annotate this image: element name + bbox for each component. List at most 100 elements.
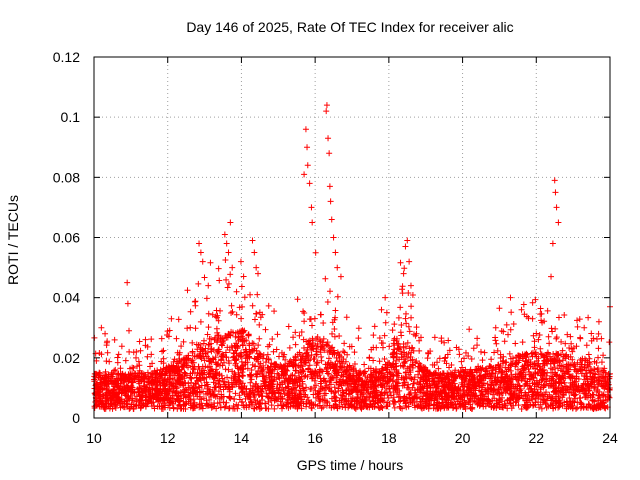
data-point bbox=[147, 363, 154, 370]
data-point bbox=[532, 370, 539, 377]
data-point bbox=[297, 375, 304, 382]
data-point bbox=[340, 348, 347, 355]
data-point bbox=[332, 389, 339, 396]
data-point bbox=[552, 391, 559, 398]
data-point bbox=[229, 264, 236, 271]
data-point bbox=[352, 405, 359, 412]
data-point bbox=[219, 351, 226, 358]
data-point bbox=[399, 290, 406, 297]
data-point bbox=[239, 342, 246, 349]
data-point bbox=[567, 353, 574, 360]
data-point bbox=[397, 259, 404, 266]
data-point bbox=[281, 369, 288, 376]
data-point bbox=[548, 325, 555, 332]
data-point bbox=[343, 314, 350, 321]
data-point bbox=[566, 394, 573, 401]
data-point bbox=[285, 323, 292, 330]
data-point bbox=[257, 314, 264, 321]
data-point bbox=[573, 383, 580, 390]
data-point bbox=[125, 393, 132, 400]
data-point bbox=[239, 398, 246, 405]
data-point bbox=[124, 279, 131, 286]
data-point bbox=[459, 383, 466, 390]
data-point bbox=[273, 385, 280, 392]
data-point bbox=[235, 402, 242, 409]
data-point bbox=[191, 298, 198, 305]
data-point bbox=[265, 356, 272, 363]
data-point bbox=[223, 276, 230, 283]
data-point bbox=[311, 377, 318, 384]
y-tick-label: 0.02 bbox=[53, 350, 80, 366]
data-point bbox=[146, 375, 153, 382]
data-point bbox=[519, 339, 526, 346]
data-point bbox=[242, 361, 249, 368]
data-point bbox=[575, 387, 582, 394]
data-point bbox=[402, 310, 409, 317]
data-point bbox=[568, 340, 575, 347]
data-point bbox=[304, 162, 311, 169]
data-point bbox=[507, 326, 514, 333]
data-point bbox=[253, 264, 260, 271]
data-point bbox=[175, 316, 182, 323]
data-point bbox=[306, 362, 313, 369]
data-point bbox=[323, 108, 330, 115]
x-tick-label: 24 bbox=[602, 430, 618, 446]
data-point bbox=[173, 389, 180, 396]
data-point bbox=[595, 345, 602, 352]
data-point bbox=[291, 361, 298, 368]
y-tick-label: 0.08 bbox=[53, 169, 80, 185]
data-point bbox=[532, 296, 539, 303]
data-point bbox=[574, 359, 581, 366]
data-point bbox=[234, 329, 241, 336]
data-point bbox=[579, 382, 586, 389]
data-point bbox=[176, 403, 183, 410]
data-point bbox=[256, 321, 263, 328]
data-point bbox=[306, 180, 313, 187]
data-point bbox=[417, 334, 424, 341]
data-point bbox=[181, 369, 188, 376]
data-point bbox=[232, 347, 239, 354]
data-point bbox=[278, 386, 285, 393]
data-point bbox=[459, 364, 466, 371]
data-point bbox=[470, 345, 477, 352]
data-point bbox=[148, 403, 155, 410]
y-tick-label: 0.1 bbox=[61, 109, 81, 125]
data-point bbox=[274, 381, 281, 388]
y-axis-label: ROTI / TECUs bbox=[5, 195, 21, 285]
data-point bbox=[180, 393, 187, 400]
data-point bbox=[409, 384, 416, 391]
data-point bbox=[292, 357, 299, 364]
data-point bbox=[383, 366, 390, 373]
data-point bbox=[390, 360, 397, 367]
data-point bbox=[406, 328, 413, 335]
data-point bbox=[222, 366, 229, 373]
data-point bbox=[142, 342, 149, 349]
data-point bbox=[411, 374, 418, 381]
data-point bbox=[321, 387, 328, 394]
data-point bbox=[215, 388, 222, 395]
data-point bbox=[532, 349, 539, 356]
data-point bbox=[130, 365, 137, 372]
data-point bbox=[117, 365, 124, 372]
data-point bbox=[406, 391, 413, 398]
data-point bbox=[354, 393, 361, 400]
data-point bbox=[488, 356, 495, 363]
data-point bbox=[324, 298, 331, 305]
data-point bbox=[112, 381, 119, 388]
data-point bbox=[395, 314, 402, 321]
data-point bbox=[280, 402, 287, 409]
data-point bbox=[501, 338, 508, 345]
data-point bbox=[436, 355, 443, 362]
data-point bbox=[429, 361, 436, 368]
data-point bbox=[404, 339, 411, 346]
y-tick-label: 0.06 bbox=[53, 230, 80, 246]
data-point bbox=[142, 336, 149, 343]
data-point bbox=[563, 405, 570, 412]
data-point bbox=[301, 171, 308, 178]
data-point bbox=[341, 340, 348, 347]
data-point bbox=[585, 351, 592, 358]
data-point bbox=[602, 397, 609, 404]
data-point bbox=[178, 359, 185, 366]
data-point bbox=[577, 334, 584, 341]
data-point bbox=[596, 380, 603, 387]
